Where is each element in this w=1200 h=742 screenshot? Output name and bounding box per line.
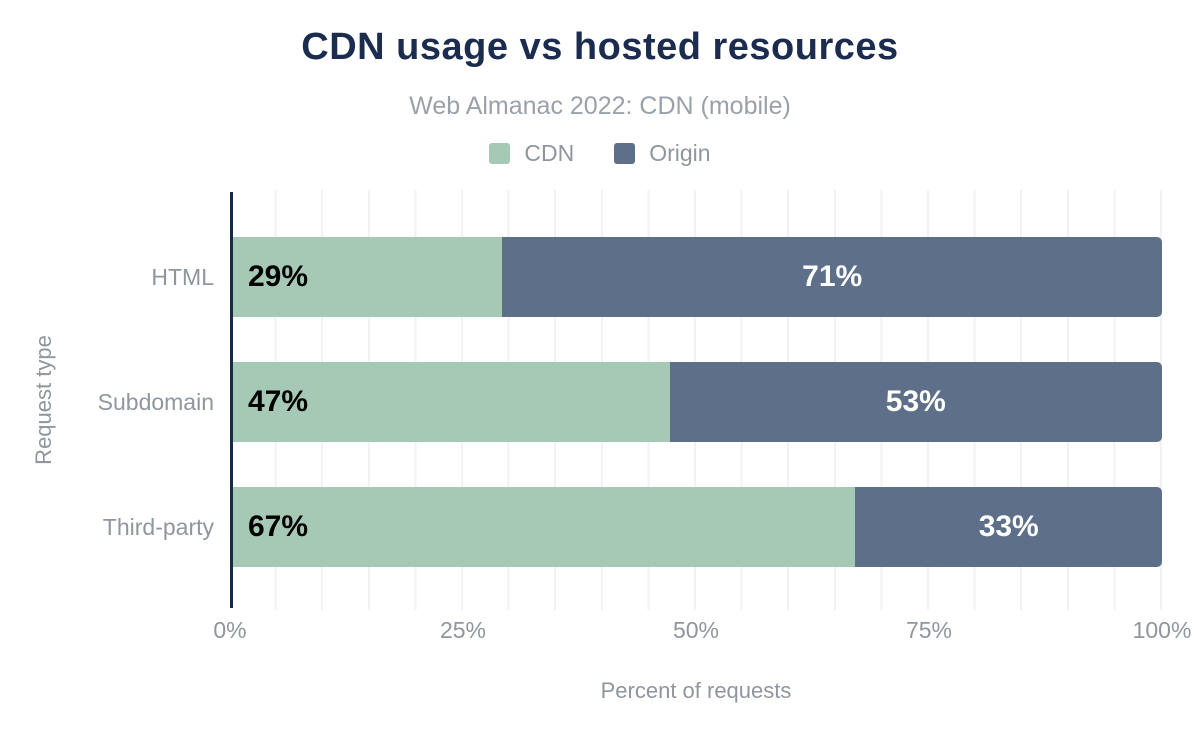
x-tick-75: 75% [905,617,953,643]
bar-segment-subdomain-origin: 53% [669,362,1162,442]
chart-title: CDN usage vs hosted resources [301,26,899,68]
x-tick-50: 50% [672,617,720,643]
category-label-subdomain: Subdomain [97,389,214,415]
cdn-color-swatch-icon [489,143,511,164]
bar-value-label-third-party-origin: 33% [978,510,1039,543]
category-label-third-party: Third-party [102,514,214,540]
x-axis-title: Percent of requests [600,678,792,703]
bar-segment-html-cdn: 29% [233,237,503,317]
legend-item-cdn[interactable]: CDN [489,140,574,167]
bar-value-label-subdomain-cdn: 47% [248,385,309,418]
origin-color-swatch-icon [614,143,636,164]
chart-subtitle: Web Almanac 2022: CDN (mobile) [409,92,791,120]
legend-label-cdn: CDN [524,140,575,166]
y-axis-line [230,192,233,608]
x-tick-25: 25% [439,617,487,643]
bar-segment-html-origin: 71% [502,237,1162,317]
legend-label-origin: Origin [649,140,711,166]
category-label-html: HTML [151,264,214,290]
x-tick-100: 100% [1132,617,1192,643]
bar-value-label-html-origin: 71% [802,260,863,293]
x-tick-0: 0% [213,617,247,643]
bar-segment-subdomain-cdn: 47% [233,362,670,442]
legend-item-origin[interactable]: Origin [614,140,711,167]
bar-segment-third-party-origin: 33% [855,487,1162,567]
bar-row-third-party: 67% 33% [233,487,1162,567]
plot-area: 29% 71% 47% 53% 67% 33% [230,190,1162,610]
bar-row-html: 29% 71% [233,237,1162,317]
x-axis-ticks: 0% 25% 50% 75% 100% [213,617,1191,647]
bar-value-label-subdomain-origin: 53% [885,385,946,418]
bar-value-label-third-party-cdn: 67% [248,510,309,543]
bar-segment-third-party-cdn: 67% [233,487,856,567]
bar-row-subdomain: 47% 53% [233,362,1162,442]
bar-value-label-html-cdn: 29% [248,260,309,293]
legend: CDN Origin [0,140,1200,167]
